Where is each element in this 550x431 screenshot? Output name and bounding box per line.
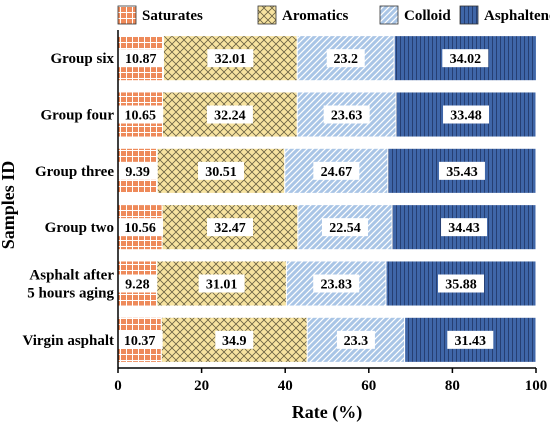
value-label: 31.43: [455, 334, 487, 349]
legend-label-colloid: Colloid: [404, 8, 451, 24]
value-label: 32.24: [214, 109, 246, 124]
y-ticks-group: Group six Group four Group three Group two A…: [22, 51, 114, 349]
value-label-bg: [117, 105, 164, 124]
value-label: 10.56: [124, 221, 156, 236]
value-label: 23.3: [344, 334, 369, 349]
value-label-bg: [443, 105, 490, 124]
value-label-bg: [207, 218, 254, 237]
value-label-bg: [447, 330, 494, 349]
value-label: 34.02: [450, 52, 482, 67]
x-tick-label: 20: [194, 378, 209, 394]
x-tick-label: 80: [445, 378, 460, 394]
legend-swatch-asphaltenes: [459, 5, 479, 25]
legend: Saturates Aromatics Colloid Asphaltenes: [117, 5, 550, 25]
x-axis-title: Rate (%): [292, 402, 362, 423]
legend-label-saturates: Saturates: [142, 8, 203, 24]
value-label-bg: [326, 49, 365, 68]
value-label-bg: [198, 274, 245, 293]
value-label-bg: [438, 274, 485, 293]
value-label: 34.9: [222, 334, 247, 349]
value-label: 9.39: [125, 165, 150, 180]
legend-label-asphaltenes: Asphaltenes: [484, 8, 550, 24]
value-label-bg: [206, 105, 253, 124]
value-label-bg: [198, 161, 245, 180]
y-tick-label: Virgin asphalt: [22, 333, 114, 349]
value-label: 35.88: [445, 278, 477, 293]
value-label: 23.63: [331, 109, 363, 124]
value-label-bg: [313, 274, 360, 293]
x-tick-label: 0: [114, 378, 122, 394]
value-label: 9.28: [125, 278, 150, 293]
value-label-bg: [321, 218, 368, 237]
value-label: 10.65: [125, 109, 157, 124]
bar-segment-aromatics-3: [161, 204, 299, 251]
legend-label-aromatics: Aromatics: [282, 8, 349, 24]
value-label: 22.54: [329, 221, 361, 236]
legend-swatch-aromatics: [257, 5, 277, 25]
x-ticks-group: 0 20 40 60 80 100: [114, 368, 547, 394]
x-tick-label: 40: [278, 378, 293, 394]
value-label: 24.67: [321, 165, 353, 180]
bars-group: [117, 35, 537, 363]
value-label-bg: [117, 218, 164, 237]
value-label: 31.01: [206, 278, 238, 293]
y-axis-title: Samples ID: [0, 161, 18, 250]
value-label-bg: [313, 161, 360, 180]
y-tick-label: Group six: [51, 51, 115, 67]
value-label-bg: [117, 49, 164, 68]
value-label: 10.37: [124, 334, 156, 349]
value-label: 23.83: [320, 278, 352, 293]
value-label: 30.51: [205, 165, 237, 180]
y-tick-label: Group four: [41, 108, 115, 124]
value-label-bg: [323, 105, 370, 124]
bar-segment-aromatics-5: [160, 316, 308, 363]
value-label-bg: [118, 274, 157, 293]
legend-swatch-colloid: [379, 5, 399, 25]
value-label: 32.47: [214, 221, 246, 236]
value-label-bg: [336, 330, 375, 349]
x-tick-label: 100: [525, 378, 548, 394]
bar-segment-asphaltenes-1: [395, 91, 537, 138]
value-label-bg: [207, 49, 254, 68]
y-tick-label: Group three: [35, 164, 114, 180]
y-tick-label: Asphalt after 5 hours aging: [27, 268, 114, 302]
value-label: 35.43: [446, 165, 478, 180]
value-label-bg: [116, 330, 163, 349]
value-labels-group: 10.87 32.01 23.2 34.02 10.65 32.24 23.63 33.48 9…: [116, 49, 494, 349]
value-label: 23.2: [333, 52, 358, 67]
value-label: 33.48: [450, 109, 482, 124]
legend-swatch-saturates: [117, 5, 137, 25]
value-label: 10.87: [125, 52, 157, 67]
axes-group: [117, 30, 536, 369]
y-tick-label: Group two: [45, 220, 114, 236]
x-tick-label: 60: [361, 378, 376, 394]
value-label: 32.01: [215, 52, 247, 67]
value-label-bg: [441, 218, 488, 237]
value-label-bg: [442, 49, 489, 68]
value-label: 34.43: [448, 221, 480, 236]
value-label-bg: [215, 330, 254, 349]
value-label-bg: [118, 161, 157, 180]
value-label-bg: [438, 161, 485, 180]
